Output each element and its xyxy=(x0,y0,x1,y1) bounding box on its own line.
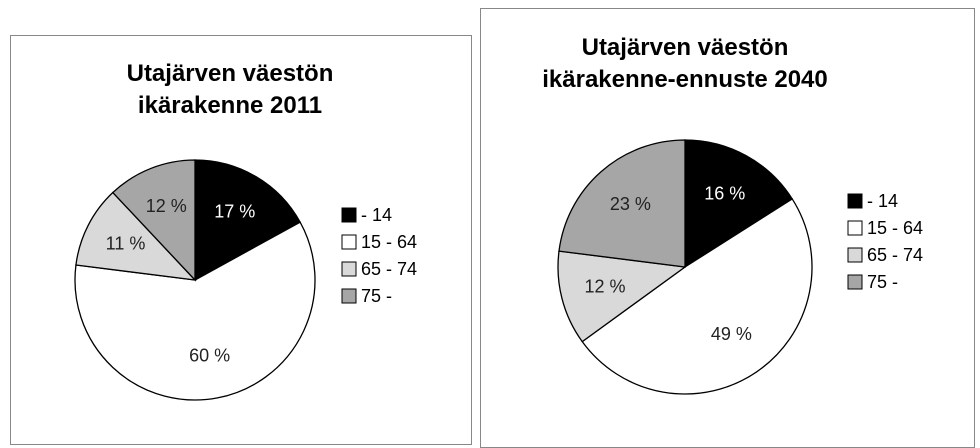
legend-swatch xyxy=(341,261,357,277)
pie-slice xyxy=(581,198,813,395)
pie-slice xyxy=(111,159,196,282)
legend-swatch xyxy=(847,274,863,290)
legend-label: - 14 xyxy=(867,191,898,211)
data-label: 11 % xyxy=(106,233,146,253)
data-label: 12 % xyxy=(146,196,187,216)
legend-swatch xyxy=(341,207,357,223)
legend-swatch xyxy=(341,234,357,250)
legend-label: 65 - 74 xyxy=(867,245,923,265)
legend-label: 65 - 74 xyxy=(361,259,417,279)
legend-label: 75 - xyxy=(867,272,898,292)
pie-slice xyxy=(557,250,687,343)
data-label: 49 % xyxy=(711,324,752,344)
data-label: 23 % xyxy=(610,194,651,214)
legend-label: 75 - xyxy=(361,286,392,306)
pie-slice xyxy=(74,221,316,401)
legend-label: 15 - 64 xyxy=(361,232,417,252)
chart-title: Utajärven väestön ikärakenne 2011 xyxy=(126,60,334,119)
chart-title: Utajärven väestön ikärakenne-ennuste 204… xyxy=(542,34,828,93)
legend-label: - 14 xyxy=(361,205,392,225)
legend-swatch xyxy=(847,193,863,209)
pie-slice xyxy=(194,159,302,282)
pie-slice xyxy=(684,139,794,269)
pie-slice xyxy=(558,139,686,268)
data-label: 60 % xyxy=(189,345,230,365)
page: Utajärven väestön ikärakenne 2011 Utajär… xyxy=(10,8,975,448)
data-label: 16 % xyxy=(704,183,745,203)
legend-swatch xyxy=(847,220,863,236)
pie-slice xyxy=(75,191,197,281)
legend-swatch xyxy=(341,288,357,304)
legend-label: 15 - 64 xyxy=(867,218,923,238)
data-label: 17 % xyxy=(214,202,255,222)
data-label: 12 % xyxy=(585,276,626,296)
legend-swatch xyxy=(847,247,863,263)
